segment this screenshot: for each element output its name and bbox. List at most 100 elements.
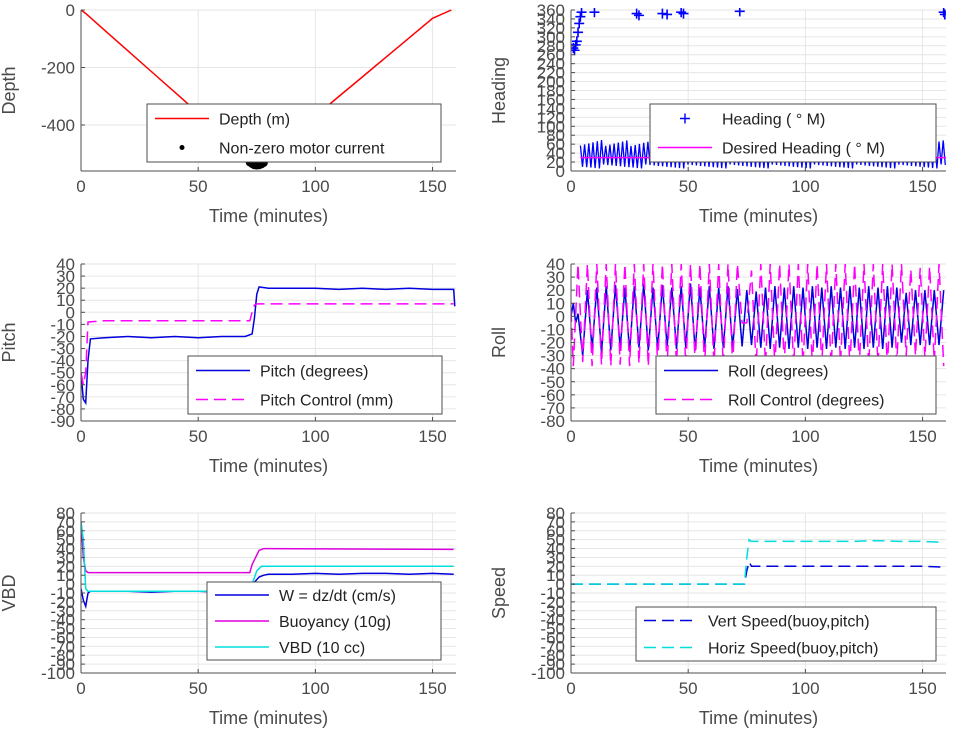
y-tick-label: 80 <box>546 126 565 145</box>
chart-pitch: 0 50 100 150-90-80-70-60-50-40-30-20-100102… <box>0 255 456 476</box>
y-tick-label: 40 <box>546 540 565 559</box>
x-axis-label: Time (minutes) <box>209 206 328 226</box>
y-tick-label: 240 <box>537 55 565 74</box>
y-axis-label: Pitch <box>0 322 19 362</box>
x-tick-label: 150 <box>908 427 936 446</box>
x-axis-label: Time (minutes) <box>699 456 818 476</box>
y-tick-label: 10 <box>56 566 75 585</box>
y-axis-label: VBD <box>0 574 19 611</box>
series-speed-1-line <box>571 538 944 585</box>
series-pitch-1-line <box>81 303 454 385</box>
y-tick-label: 60 <box>546 522 565 541</box>
y-tick-label: -60 <box>540 386 565 405</box>
y-tick-label: -40 <box>540 360 565 379</box>
y-tick-label: -90 <box>540 655 565 674</box>
y-tick-label: -30 <box>50 602 75 621</box>
y-tick-label: 20 <box>546 153 565 172</box>
heading-point <box>678 8 689 19</box>
legend-swatch <box>680 113 690 124</box>
y-tick-label: -80 <box>50 400 75 419</box>
y-tick-label: -80 <box>540 646 565 665</box>
legend-pitch: Pitch (degrees) Pitch Control (mm) <box>187 355 443 415</box>
y-tick-label: 20 <box>546 281 565 300</box>
chart-roll: 0 50 100 150-80-70-60-50-40-30-20-100102030… <box>489 255 946 476</box>
heading-point <box>657 8 668 19</box>
legend-label: Depth (m) <box>219 112 290 129</box>
data-layer <box>81 286 456 406</box>
y-tick-label: 340 <box>537 10 565 29</box>
x-tick-label: 100 <box>791 679 819 698</box>
y-tick-label: 20 <box>546 557 565 576</box>
y-tick-label: 60 <box>56 522 75 541</box>
y-tick-label: 60 <box>546 135 565 154</box>
legend-label: Pitch Control (mm) <box>260 393 393 410</box>
x-tick-label: 0 <box>76 679 85 698</box>
legend-label: Pitch (degrees) <box>260 364 369 381</box>
y-tick-label: 70 <box>56 513 75 532</box>
y-tick-label: -10 <box>50 584 75 603</box>
heading-point <box>631 8 642 19</box>
x-tick-label: 0 <box>76 177 85 196</box>
y-tick-label: -90 <box>50 655 75 674</box>
y-tick-label: -50 <box>50 364 75 383</box>
y-tick-label: -20 <box>540 593 565 612</box>
legend-label: Non-zero motor current <box>219 141 385 158</box>
x-tick-label: 0 <box>566 679 575 698</box>
y-tick-label: -30 <box>540 602 565 621</box>
x-tick-label: 50 <box>189 679 208 698</box>
y-axis-label: Heading <box>489 57 509 124</box>
y-tick-label: 220 <box>537 64 565 83</box>
y-tick-label: 40 <box>56 540 75 559</box>
y-tick-label: 180 <box>537 82 565 101</box>
y-tick-label: -20 <box>540 334 565 353</box>
x-axis-label: Time (minutes) <box>209 708 328 728</box>
heading-point <box>662 9 673 20</box>
y-tick-label: -30 <box>540 347 565 366</box>
heading-point <box>575 11 586 22</box>
x-tick-label: 150 <box>908 177 936 196</box>
y-tick-label: 360 <box>537 1 565 20</box>
legend-heading: Heading ( ° M) Desired Heading ( ° M) <box>649 103 937 163</box>
y-tick-label: -60 <box>540 628 565 647</box>
legend-depth: Depth (m) Non-zero motor current <box>146 103 442 163</box>
y-tick-label: -70 <box>50 637 75 656</box>
legend-label: VBD (10 cc) <box>279 640 365 657</box>
legend-vbd: W = dz/dt (cm/s) Buoyancy (10g) VBD (10 cc… <box>206 581 442 661</box>
legend-label: Buoyancy (10g) <box>279 614 391 631</box>
y-tick-label: 0 <box>66 575 75 594</box>
y-tick-label: -70 <box>540 637 565 656</box>
y-tick-label: -30 <box>50 340 75 359</box>
x-tick-label: 100 <box>791 177 819 196</box>
legend-label: Desired Heading ( ° M) <box>722 141 885 158</box>
y-tick-label: 70 <box>546 513 565 532</box>
legend-box <box>146 103 442 163</box>
heading-point <box>576 8 587 18</box>
y-tick-label: -10 <box>540 320 565 339</box>
chart-depth: 0 50 100 150 -400 -200 0 Time (minutes) Depth Dep… <box>0 1 456 226</box>
y-tick-label: 80 <box>546 504 565 523</box>
x-tick-label: 100 <box>301 679 329 698</box>
y-tick-label: 80 <box>56 504 75 523</box>
y-tick-label: -50 <box>540 620 565 639</box>
legend-label: Roll (degrees) <box>728 364 828 381</box>
series-vbd-1-line <box>81 521 454 574</box>
y-tick-label: -10 <box>540 584 565 603</box>
x-tick-label: 150 <box>418 177 446 196</box>
y-tick-label: -50 <box>50 620 75 639</box>
y-tick-label: -40 <box>540 611 565 630</box>
y-tick-label: 30 <box>56 267 75 286</box>
y-tick-label: 120 <box>537 108 565 127</box>
legend-label: Roll Control (degrees) <box>728 393 885 410</box>
series-roll-1-line <box>571 263 945 367</box>
x-tick-label: 50 <box>679 427 698 446</box>
y-tick-label: -80 <box>540 412 565 431</box>
chart-heading: 0 50 100 1500204060801001201401601802002202… <box>489 1 946 226</box>
y-tick-label: -100 <box>41 664 75 683</box>
legend-box <box>649 103 937 163</box>
legend-label: W = dz/dt (cm/s) <box>279 588 396 605</box>
y-tick-label: -80 <box>50 646 75 665</box>
y-tick-label: -20 <box>50 593 75 612</box>
y-tick-label: 0 <box>556 575 565 594</box>
y-tick-label: -70 <box>540 399 565 418</box>
